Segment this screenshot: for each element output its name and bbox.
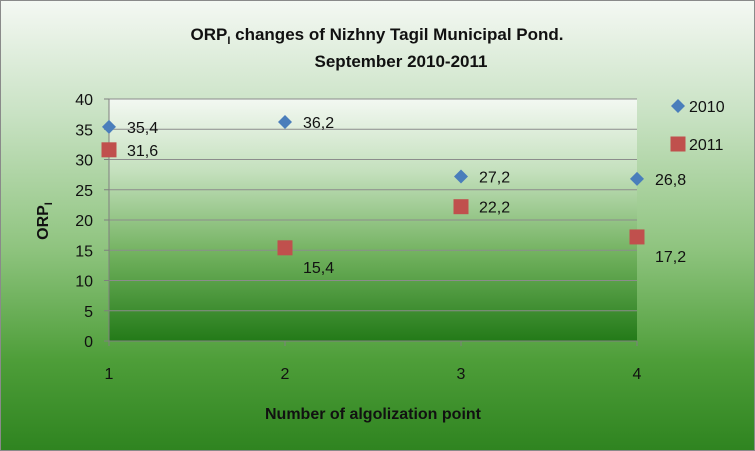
point-2010-3 (454, 169, 468, 184)
x-tick-label-4: 4 (633, 366, 642, 383)
x-tick-label-3: 3 (457, 366, 466, 383)
data-label-2011-1: 31,6 (127, 143, 158, 160)
point-2011-2 (277, 240, 293, 256)
y-tick-label-10: 10 (75, 274, 93, 291)
point-2011-4 (629, 229, 645, 245)
point-2011-3 (453, 199, 469, 215)
y-tick-label-40: 40 (75, 92, 93, 109)
y-tick-label-5: 5 (84, 304, 93, 321)
y-tick-label-0: 0 (84, 334, 93, 351)
point-2011-1 (101, 142, 117, 158)
title-subscript: I (227, 35, 230, 47)
y-axis-ticks: 0 5 10 15 20 25 30 35 40 (75, 92, 110, 351)
legend-label-2010: 2010 (689, 99, 725, 116)
data-labels: 35,4 36,2 27,2 26,8 31,6 15,4 22,2 17,2 (127, 115, 686, 277)
x-tick-label-1: 1 (105, 366, 114, 383)
x-axis-ticks: 1 2 3 4 (105, 340, 642, 383)
data-points (101, 114, 645, 256)
y-tick-label-25: 25 (75, 183, 93, 200)
y-tick-label-30: 30 (75, 153, 93, 170)
data-label-2010-4: 26,8 (655, 172, 686, 189)
legend-marker-2010 (671, 99, 685, 113)
legend-label-2011: 2011 (689, 137, 724, 154)
data-label-2011-4: 17,2 (655, 249, 686, 266)
x-axis-title: Number of algolization point (265, 406, 482, 423)
y-tick-label-35: 35 (75, 122, 93, 139)
data-label-2010-1: 35,4 (127, 120, 158, 137)
data-label-2011-3: 22,2 (479, 200, 510, 217)
y-axis-title-subscript: I (43, 202, 55, 205)
chart-title-line1: ORPI changes of Nizhny Tagil Municipal P… (191, 25, 564, 47)
point-2010-2 (278, 114, 292, 129)
point-2010-1 (102, 119, 116, 134)
data-label-2011-2: 15,4 (303, 260, 334, 277)
chart-title-line2: September 2010-2011 (315, 52, 488, 71)
point-2010-4 (630, 171, 644, 186)
y-tick-label-20: 20 (75, 213, 93, 230)
data-label-2010-2: 36,2 (303, 115, 334, 132)
y-axis-title: ORPI (35, 202, 55, 240)
x-tick-label-2: 2 (281, 366, 290, 383)
legend: 2010 2011 (670, 99, 725, 154)
legend-marker-2011 (670, 136, 686, 152)
y-tick-label-15: 15 (75, 243, 93, 260)
data-label-2010-3: 27,2 (479, 169, 510, 186)
